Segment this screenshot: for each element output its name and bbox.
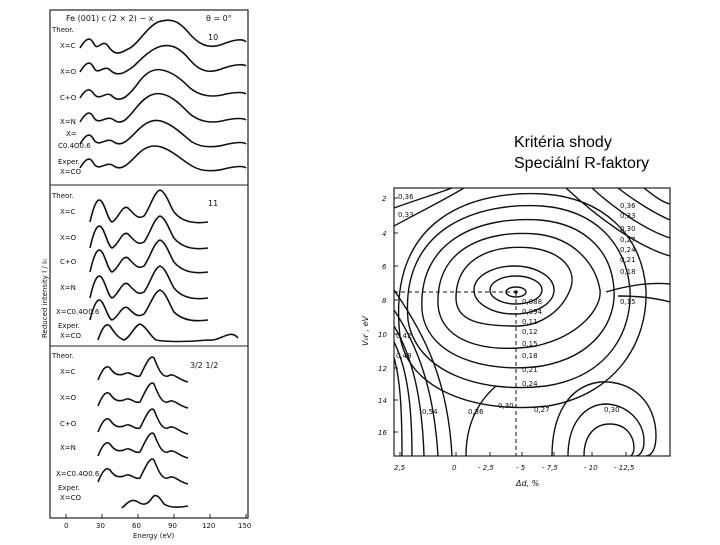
x-tick-label: 60 — [132, 522, 141, 530]
contour-label: 0,54 — [422, 408, 438, 416]
minimum-marker — [514, 290, 518, 294]
curve-label: Exper. — [58, 158, 80, 166]
y-tick-label: 6 — [382, 263, 387, 271]
y-tick-label: 8 — [382, 297, 387, 305]
x-tick-label: 120 — [202, 522, 215, 530]
contour-map-svg: 2 4 6 8 10 12 14 16 V₀r , eV 2,5 0 - 2,5… — [361, 187, 671, 488]
curve-label: X=O — [60, 394, 77, 402]
contour-label: 0,42 — [396, 332, 412, 340]
curve-label: X=CO — [60, 168, 82, 176]
contour-label: 0,12 — [522, 328, 538, 336]
contour-label: 0,24 — [620, 246, 636, 254]
curve-label: X=C0.4O0.6 — [56, 308, 100, 316]
plot-frame — [49, 9, 249, 519]
curve-label: X=N — [60, 118, 76, 126]
curve-label: X=N — [60, 444, 76, 452]
contour-label: 0,15 — [522, 340, 538, 348]
curve-label: Exper. — [58, 484, 80, 492]
curve-label: Theor. — [51, 26, 74, 34]
contour-label: 0,27 — [534, 406, 550, 414]
curve-label: X=CO — [60, 494, 82, 502]
leed-iv-curves-svg: Fe (001) c (2 × 2) − x θ = 0° Theor. X=C… — [41, 9, 251, 540]
curve-label: Theor. — [51, 352, 74, 360]
curve-label: X=C0.4O0.6 — [56, 470, 100, 478]
contour-label: 0,27 — [620, 236, 636, 244]
curve-label: Theor. — [51, 192, 74, 200]
y-tick-label: 12 — [378, 365, 387, 373]
beam-label: 3/2 1/2 — [190, 361, 218, 370]
figure-header: Fe (001) c (2 × 2) − x — [66, 14, 154, 23]
contour-frame — [393, 187, 671, 457]
y-tick-label: 16 — [378, 429, 387, 437]
leed-iv-curves-figure: Fe (001) c (2 × 2) − x θ = 0° Theor. X=C… — [38, 8, 260, 540]
contour-label: 0,088 — [522, 298, 542, 306]
contour-label: 0,21 — [620, 256, 636, 264]
curve-label: X=C — [60, 42, 76, 50]
curve-label: X=C — [60, 368, 76, 376]
r-factor-contour-figure: 2 4 6 8 10 12 14 16 V₀r , eV 2,5 0 - 2,5… — [356, 186, 674, 492]
curve-label: C+O — [60, 94, 77, 102]
figure-angle: θ = 0° — [206, 14, 232, 23]
curve-label: X=O — [60, 68, 77, 76]
y-tick-label: 4 — [382, 230, 386, 238]
x-tick-label: - 7,5 — [542, 464, 558, 472]
curve-label: X=N — [60, 284, 76, 292]
contour-label: 0,30 — [498, 402, 514, 410]
curve-label: C+O — [60, 258, 77, 266]
beam-label: 10 — [208, 33, 218, 42]
x-tick-label: 2,5 — [394, 464, 406, 472]
x-tick-label: - 12,5 — [614, 464, 635, 472]
x-tick-label: 150 — [238, 522, 251, 530]
contour-label: 0,11 — [522, 318, 538, 326]
y-axis-label: Reduced intensity I / I₀ — [41, 259, 49, 338]
contour-lines — [394, 188, 670, 456]
curve-label: X=C — [60, 208, 76, 216]
contour-label: 0,33 — [398, 211, 414, 219]
x-tick-label: - 10 — [584, 464, 598, 472]
curve-label: C0.4O0.6 — [58, 142, 91, 150]
contour-label: 0,24 — [522, 380, 538, 388]
contour-label: 0,36 — [398, 193, 414, 201]
y-tick-label: 10 — [378, 331, 387, 339]
curve-label: C+O — [60, 420, 77, 428]
contour-label: 0,30 — [604, 406, 620, 414]
x-tick-label: 30 — [96, 522, 105, 530]
x-tick-label: 0 — [452, 464, 457, 472]
x-tick-label: 0 — [64, 522, 68, 530]
curve-label: X= — [66, 130, 77, 138]
y-tick-label: 2 — [382, 195, 387, 203]
x-axis-label: Energy (eV) — [133, 532, 175, 540]
contour-label: 0,48 — [396, 352, 412, 360]
y-tick-label: 14 — [378, 397, 387, 405]
slide-heading: Kritéria shody Speciální R-faktory — [514, 132, 649, 174]
x-tick-label: - 2,5 — [478, 464, 494, 472]
contour-label: 0,094 — [522, 308, 543, 316]
contour-label: 0,15 — [620, 298, 636, 306]
y-axis-label: V₀r , eV — [361, 315, 370, 346]
curve-label: X=CO — [60, 332, 82, 340]
contour-label: 0,21 — [522, 366, 538, 374]
slide-title-line1: Kritéria shody — [514, 134, 612, 151]
x-ticks — [65, 514, 247, 518]
x-axis-label: Δd, % — [515, 479, 539, 488]
y-ticks — [394, 197, 398, 433]
contour-label: 0,36 — [620, 202, 636, 210]
curve-label: X=O — [60, 234, 77, 242]
curve-label: Exper. — [58, 322, 80, 330]
x-ticks — [399, 452, 627, 456]
beam-label: 11 — [208, 199, 218, 208]
panel-2-curves — [89, 189, 239, 343]
contour-label: 0,18 — [522, 352, 538, 360]
panel-3-curves — [97, 356, 189, 509]
contour-label: 0,30 — [620, 225, 636, 233]
x-tick-label: - 5 — [516, 464, 526, 472]
contour-label: 0,33 — [620, 212, 636, 220]
panel-1-curves — [79, 19, 247, 172]
slide-title-line2: Speciální R-faktory — [514, 155, 650, 172]
x-tick-label: 90 — [168, 522, 177, 530]
contour-label: 0,36 — [468, 408, 484, 416]
contour-label: 0,18 — [620, 268, 636, 276]
